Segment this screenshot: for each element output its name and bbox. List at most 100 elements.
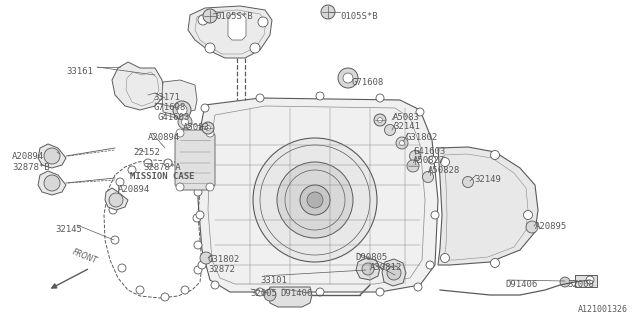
Circle shape: [198, 15, 208, 25]
Circle shape: [385, 124, 396, 135]
Circle shape: [111, 236, 119, 244]
Text: D91406: D91406: [505, 280, 537, 289]
Circle shape: [316, 288, 324, 296]
Circle shape: [182, 118, 189, 125]
Circle shape: [374, 114, 386, 126]
Text: 0105S*B: 0105S*B: [215, 12, 253, 21]
Circle shape: [307, 192, 323, 208]
Text: G71608: G71608: [352, 78, 384, 87]
Circle shape: [250, 43, 260, 53]
Circle shape: [176, 129, 184, 137]
Circle shape: [118, 264, 126, 272]
Circle shape: [164, 159, 172, 167]
Circle shape: [198, 261, 206, 269]
Polygon shape: [175, 130, 215, 190]
Circle shape: [177, 105, 187, 115]
Circle shape: [198, 156, 206, 164]
Polygon shape: [105, 188, 128, 210]
Text: A20894: A20894: [12, 152, 44, 161]
Circle shape: [184, 168, 192, 176]
Circle shape: [128, 166, 136, 174]
Circle shape: [300, 185, 330, 215]
Text: MISSION CASE: MISSION CASE: [130, 172, 195, 181]
Circle shape: [463, 177, 474, 188]
Circle shape: [378, 117, 383, 123]
Circle shape: [376, 94, 384, 102]
Circle shape: [440, 253, 449, 262]
Text: A20894: A20894: [118, 185, 150, 194]
Circle shape: [410, 150, 420, 162]
Circle shape: [428, 156, 436, 164]
Circle shape: [524, 211, 532, 220]
Text: 33161: 33161: [66, 67, 93, 76]
Text: A50827: A50827: [413, 156, 445, 165]
Text: G71608: G71608: [153, 103, 185, 112]
Circle shape: [194, 266, 202, 274]
Circle shape: [202, 122, 214, 134]
Circle shape: [396, 137, 408, 149]
Text: G31802: G31802: [208, 255, 240, 264]
Circle shape: [194, 241, 202, 249]
Polygon shape: [356, 258, 380, 280]
Text: 32872: 32872: [208, 265, 235, 274]
Text: 22152: 22152: [133, 148, 160, 157]
Circle shape: [376, 288, 384, 296]
Circle shape: [338, 68, 358, 88]
Text: 0105S*B: 0105S*B: [340, 12, 378, 21]
Text: A121001326: A121001326: [578, 305, 628, 314]
Circle shape: [431, 211, 439, 219]
Circle shape: [440, 157, 449, 166]
Circle shape: [206, 129, 214, 137]
Circle shape: [362, 263, 374, 275]
Text: 32149: 32149: [474, 175, 501, 184]
Circle shape: [201, 104, 209, 112]
Circle shape: [196, 211, 204, 219]
Circle shape: [205, 43, 215, 53]
Circle shape: [277, 162, 353, 238]
Circle shape: [264, 289, 276, 301]
Circle shape: [387, 266, 401, 280]
Polygon shape: [38, 144, 66, 168]
Polygon shape: [188, 6, 272, 58]
Text: A20895: A20895: [535, 222, 567, 231]
Text: FRONT: FRONT: [71, 248, 99, 266]
Circle shape: [256, 94, 264, 102]
Circle shape: [193, 214, 201, 222]
Text: A50828: A50828: [428, 166, 460, 175]
Circle shape: [416, 108, 424, 116]
Text: A5083: A5083: [183, 123, 210, 132]
Polygon shape: [112, 62, 165, 110]
Polygon shape: [38, 171, 66, 195]
Text: D90805: D90805: [355, 253, 387, 262]
Circle shape: [560, 277, 570, 287]
Circle shape: [316, 92, 324, 100]
Text: G41603: G41603: [413, 147, 445, 156]
Text: 32878*A: 32878*A: [143, 163, 180, 172]
Circle shape: [44, 148, 60, 164]
Circle shape: [136, 286, 144, 294]
Circle shape: [194, 188, 202, 196]
Text: 32005: 32005: [250, 289, 277, 298]
Circle shape: [44, 175, 60, 191]
Text: A20894: A20894: [148, 133, 180, 142]
Circle shape: [490, 259, 499, 268]
Circle shape: [161, 293, 169, 301]
Text: 32141: 32141: [393, 122, 420, 131]
Circle shape: [206, 183, 214, 191]
Circle shape: [407, 160, 419, 172]
Polygon shape: [268, 287, 312, 307]
Circle shape: [176, 183, 184, 191]
Circle shape: [426, 261, 434, 269]
Circle shape: [399, 140, 404, 146]
Text: 32878*B: 32878*B: [12, 163, 50, 172]
Circle shape: [490, 150, 499, 159]
Circle shape: [526, 221, 538, 233]
Circle shape: [144, 159, 152, 167]
Circle shape: [205, 125, 211, 131]
Polygon shape: [198, 98, 438, 292]
Text: 33171: 33171: [153, 93, 180, 102]
Circle shape: [181, 286, 189, 294]
Circle shape: [258, 17, 268, 27]
Polygon shape: [382, 259, 406, 286]
Circle shape: [253, 138, 377, 262]
